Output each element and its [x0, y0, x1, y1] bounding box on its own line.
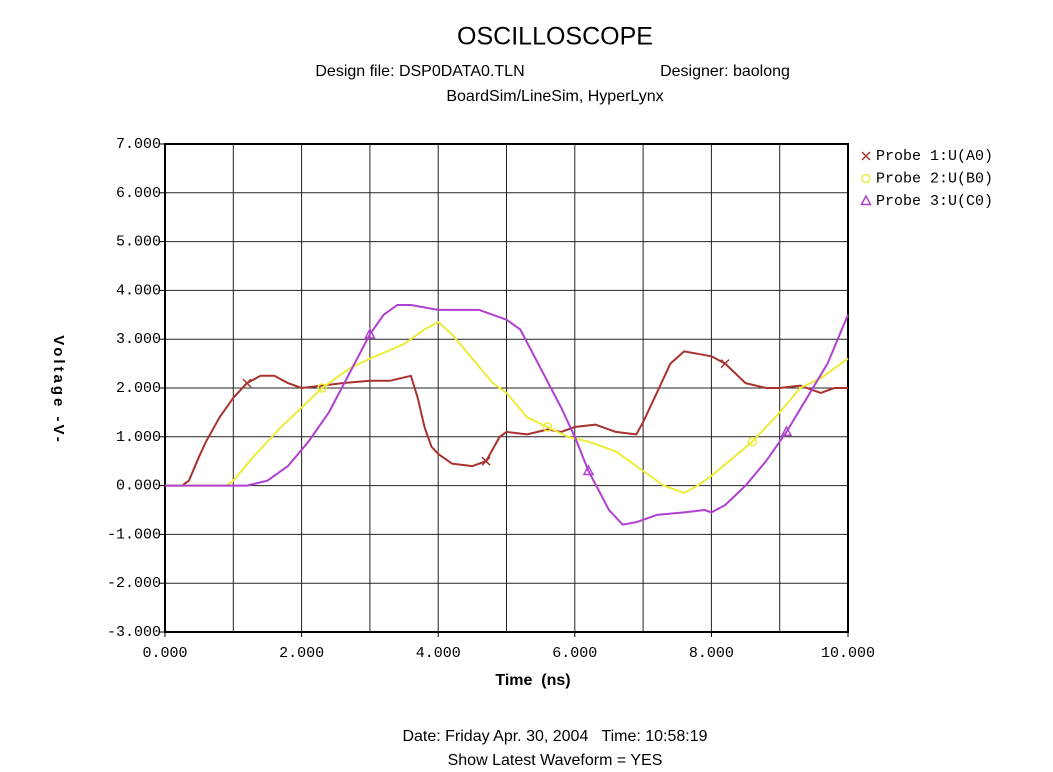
marker: [582, 464, 595, 476]
waveform: [165, 304, 849, 526]
marker: [542, 422, 553, 432]
legend-label: Probe 1:U(A0): [876, 148, 993, 165]
x-axis-label: Time (ns): [495, 672, 570, 689]
x-tick-label: 6.000: [552, 645, 597, 662]
marker: [861, 173, 871, 184]
x-tick-label: 8.000: [689, 645, 734, 662]
waveform: [165, 321, 849, 494]
marker: [317, 383, 327, 393]
marker: [481, 456, 491, 466]
y-tick-label: -1.000: [107, 526, 161, 543]
footer: Date: Friday Apr. 30, 2004 Time: 10:58:1…: [402, 728, 707, 745]
y-tick-label: 3.000: [116, 331, 161, 348]
subtitle: BoardSim/LineSim, HyperLynx: [446, 88, 663, 105]
marker: [242, 378, 252, 388]
marker: [747, 436, 758, 447]
marker: [364, 327, 376, 339]
x-tick-label: 2.000: [279, 645, 324, 662]
y-tick-label: 6.000: [116, 185, 161, 202]
marker: [780, 425, 793, 437]
legend-label: Probe 3:U(C0): [876, 193, 993, 210]
y-tick-label: 0.000: [116, 478, 161, 495]
y-tick-label: 7.000: [116, 136, 161, 153]
chart-title: OSCILLOSCOPE: [457, 23, 653, 51]
y-axis-label: Voltage -V-: [50, 335, 67, 444]
y-tick-label: -2.000: [107, 575, 161, 592]
x-tick-label: 4.000: [416, 645, 461, 662]
y-tick-label: 4.000: [116, 282, 161, 299]
subtitle: Design file: DSP0DATA0.TLN: [315, 63, 524, 80]
y-tick-label: -3.000: [107, 624, 161, 641]
x-tick-label: 10.000: [821, 645, 875, 662]
marker: [860, 194, 872, 206]
marker: [720, 359, 730, 369]
legend-label: Probe 2:U(B0): [876, 170, 993, 187]
y-tick-label: 2.000: [116, 380, 161, 397]
y-tick-label: 1.000: [116, 429, 161, 446]
y-tick-label: 5.000: [116, 234, 161, 251]
footer: Show Latest Waveform = YES: [448, 752, 663, 769]
subtitle: Designer: baolong: [660, 63, 790, 80]
marker: [861, 151, 871, 161]
x-tick-label: 0.000: [142, 645, 187, 662]
